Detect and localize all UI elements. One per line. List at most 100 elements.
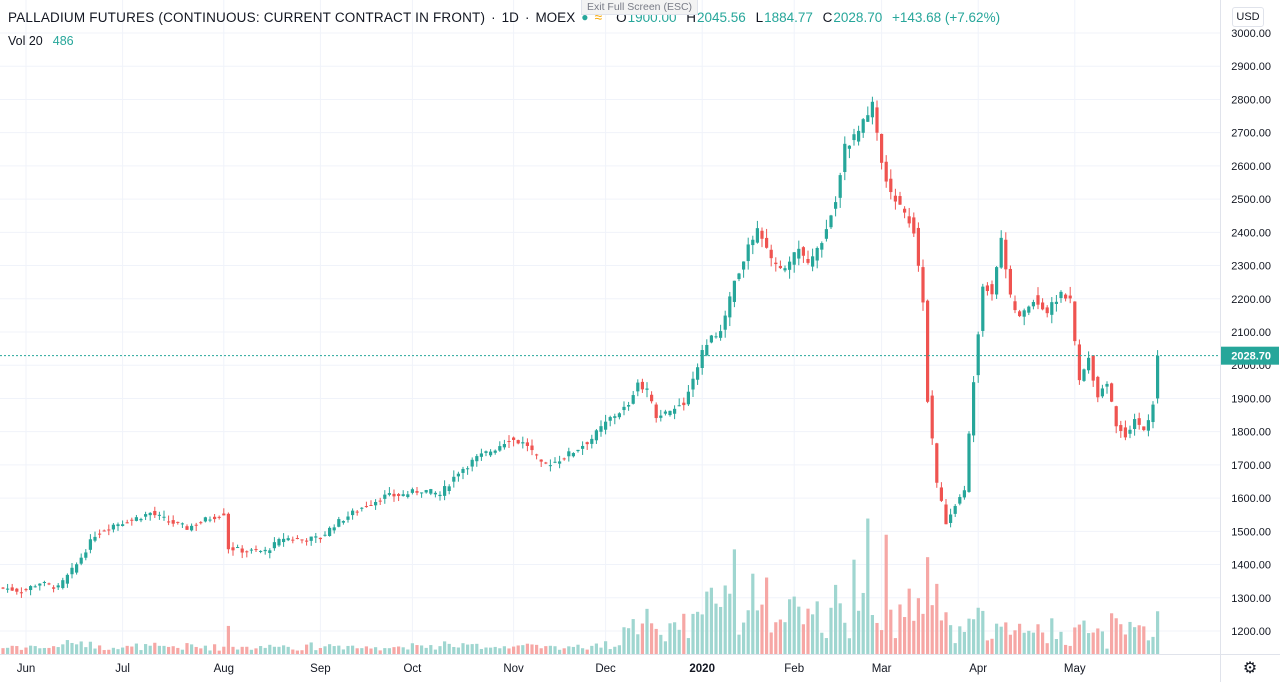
volume-bar <box>903 617 907 654</box>
volume-bar <box>369 648 373 654</box>
candle-body <box>811 256 815 267</box>
candle-body <box>1004 239 1008 270</box>
volume-bar <box>1133 627 1137 654</box>
candle-body <box>958 497 962 504</box>
candle-body <box>424 490 428 493</box>
exchange-label: MOEX <box>535 9 576 25</box>
candle-body <box>213 516 217 520</box>
candle-body <box>295 538 299 540</box>
candle-body <box>553 461 557 463</box>
candle-body <box>305 540 309 542</box>
volume-bar <box>820 632 824 654</box>
volume-bar <box>884 534 888 654</box>
candle-body <box>1133 419 1137 430</box>
currency-button[interactable]: USD <box>1232 7 1264 27</box>
volume-bar <box>153 642 157 654</box>
volume-bar <box>38 648 42 654</box>
candle-body <box>493 450 497 453</box>
x-tick-label: Dec <box>595 663 616 675</box>
candle-body <box>498 446 502 451</box>
volume-bar <box>268 644 272 654</box>
volume-bar <box>631 619 635 654</box>
candle-body <box>259 550 263 552</box>
candle-body <box>1031 302 1035 307</box>
volume-bar <box>544 646 548 654</box>
candle-body <box>199 522 203 524</box>
x-tick-label: Feb <box>784 663 804 675</box>
close-value: 2028.70 <box>833 9 883 25</box>
price-axis: 1200.00 1300.00 1400.00 1500.00 1600.00 1700.… <box>1220 0 1280 682</box>
candle-body <box>719 331 723 338</box>
candle-body <box>157 514 161 516</box>
candle-body <box>1050 302 1054 315</box>
interval-label[interactable]: 1D <box>501 9 519 25</box>
volume-bar <box>778 619 782 654</box>
volume-label[interactable]: Vol 20 <box>8 34 43 48</box>
candle-body <box>185 526 189 530</box>
candle-body <box>1156 355 1160 399</box>
volume-bar <box>1142 626 1146 654</box>
volume-bar <box>1100 631 1104 654</box>
volume-bar <box>866 518 870 654</box>
candle-body <box>751 239 755 246</box>
volume-bar <box>847 638 851 654</box>
candle-body <box>765 237 769 248</box>
volume-bar <box>659 634 663 654</box>
candle-body <box>981 286 985 331</box>
volume-bar <box>167 646 171 654</box>
volume-bar <box>742 622 746 654</box>
candle-body <box>378 500 382 502</box>
volume-bar <box>401 647 405 654</box>
candle-body <box>700 350 704 368</box>
volume-bar <box>815 601 819 654</box>
y-tick-label: 2300.00 <box>1231 261 1271 273</box>
candle-body <box>995 267 999 295</box>
y-tick-label: 2600.00 <box>1231 161 1271 173</box>
volume-bar <box>737 634 741 654</box>
candle-body <box>479 453 483 457</box>
volume-bar <box>157 645 161 654</box>
candle-body <box>1110 383 1114 402</box>
gear-icon[interactable]: ⚙ <box>1242 660 1258 677</box>
volume-bar <box>714 603 718 654</box>
x-tick-label: May <box>1064 663 1086 675</box>
volume-bar <box>921 613 925 654</box>
volume-bar <box>769 632 773 654</box>
candle-body <box>374 501 378 506</box>
volume-bar <box>576 644 580 654</box>
volume-bar <box>627 628 631 654</box>
candle-body <box>659 415 663 418</box>
volume-bar <box>562 648 566 654</box>
volume-bar <box>604 641 608 654</box>
candle-body <box>447 486 451 491</box>
candle-body <box>162 516 166 518</box>
volume-bar <box>599 647 603 654</box>
candle-body <box>24 589 28 591</box>
candle-body <box>1082 369 1086 381</box>
candle-body <box>728 296 732 318</box>
candle-body <box>226 513 230 550</box>
volume-bar <box>447 643 451 654</box>
symbol-title[interactable]: PALLADIUM FUTURES (CONTINUOUS: CURRENT C… <box>8 9 486 25</box>
volume-bar <box>1146 640 1150 654</box>
candle-body <box>1151 404 1155 423</box>
volume-bar <box>47 647 51 654</box>
candle-body <box>1087 357 1091 371</box>
candle-body <box>668 410 672 416</box>
candle-body <box>1022 310 1026 317</box>
candle-body <box>139 518 143 521</box>
volume-bar <box>962 631 966 654</box>
volume-bar <box>525 643 529 654</box>
volume-bar <box>889 609 893 654</box>
volume-bar <box>567 646 571 654</box>
volume-bar <box>438 646 442 654</box>
candle-body <box>1142 426 1146 431</box>
candle-body <box>231 547 235 551</box>
volume-bar <box>663 641 667 654</box>
volume-bar <box>475 643 479 654</box>
time-axis: Jun Jul Aug Sep Oct Nov Dec 2020 Feb Mar Apr May <box>0 654 1280 675</box>
candle-body <box>484 451 488 453</box>
candle-body <box>410 489 414 493</box>
volume-bar <box>406 649 410 654</box>
